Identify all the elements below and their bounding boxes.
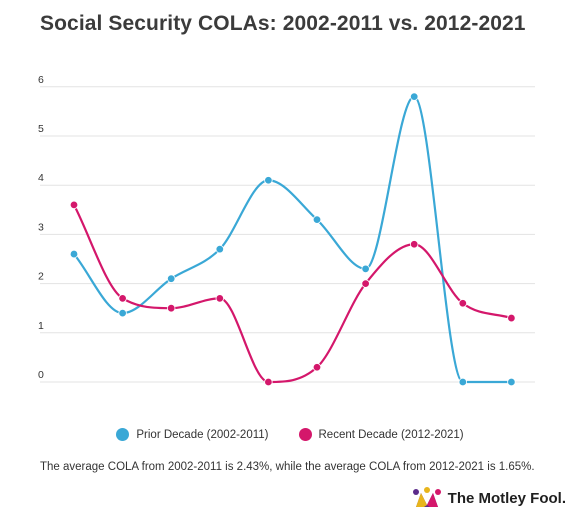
- data-point-recent-3[interactable]: [215, 294, 224, 303]
- y-tick-label: 1: [38, 320, 44, 332]
- series-points: [69, 92, 516, 387]
- data-point-recent-0[interactable]: [69, 200, 79, 210]
- data-point-prior-8[interactable]: [458, 377, 467, 387]
- y-tick-label: 2: [38, 271, 44, 283]
- legend: Prior Decade (2002-2011) Recent Decade (…: [0, 428, 580, 441]
- data-point-prior-0[interactable]: [69, 249, 79, 259]
- data-point-prior-6[interactable]: [361, 264, 370, 274]
- brand-logo: The Motley Fool.: [412, 487, 566, 509]
- series-line-recent: [73, 204, 512, 384]
- series-lines: [73, 95, 512, 384]
- jester-hat-icon: [412, 487, 441, 507]
- data-point-recent-1[interactable]: [118, 294, 127, 303]
- y-axis-labels: 0 1 2 3 4 5 6: [38, 74, 44, 381]
- legend-item-recent[interactable]: Recent Decade (2012-2021): [298, 428, 464, 441]
- chart-title: Social Security COLAs: 2002-2011 vs. 201…: [40, 12, 526, 35]
- data-point-recent-9[interactable]: [507, 313, 516, 323]
- footnote: The average COLA from 2002-2011 is 2.43%…: [40, 461, 535, 473]
- y-tick-label: 5: [38, 123, 44, 135]
- legend-swatch-prior: [116, 428, 130, 441]
- gridlines: [40, 86, 535, 383]
- data-point-prior-3[interactable]: [215, 244, 224, 254]
- data-point-prior-1[interactable]: [118, 308, 127, 318]
- data-point-prior-9[interactable]: [507, 377, 516, 387]
- data-point-prior-2[interactable]: [166, 274, 176, 283]
- y-tick-label: 3: [38, 221, 44, 233]
- data-point-prior-7[interactable]: [410, 92, 419, 101]
- y-tick-label: 0: [38, 369, 44, 381]
- data-point-recent-7[interactable]: [410, 240, 419, 249]
- y-tick-label: 4: [38, 172, 44, 184]
- y-tick-label: 6: [38, 74, 44, 86]
- data-point-recent-2[interactable]: [166, 304, 176, 313]
- legend-label-recent: Recent Decade (2012-2021): [318, 428, 464, 441]
- data-point-recent-8[interactable]: [458, 299, 467, 308]
- legend-label-prior: Prior Decade (2002-2011): [136, 428, 269, 441]
- data-point-prior-5[interactable]: [312, 215, 322, 224]
- legend-swatch-recent: [298, 428, 312, 441]
- legend-item-prior[interactable]: Prior Decade (2002-2011): [116, 428, 269, 441]
- data-point-prior-4[interactable]: [264, 176, 273, 185]
- data-point-recent-5[interactable]: [312, 363, 322, 372]
- series-line-prior: [73, 95, 512, 384]
- brand-name: The Motley Fool.: [447, 489, 566, 507]
- data-point-recent-4[interactable]: [264, 377, 273, 387]
- data-point-recent-6[interactable]: [361, 279, 370, 288]
